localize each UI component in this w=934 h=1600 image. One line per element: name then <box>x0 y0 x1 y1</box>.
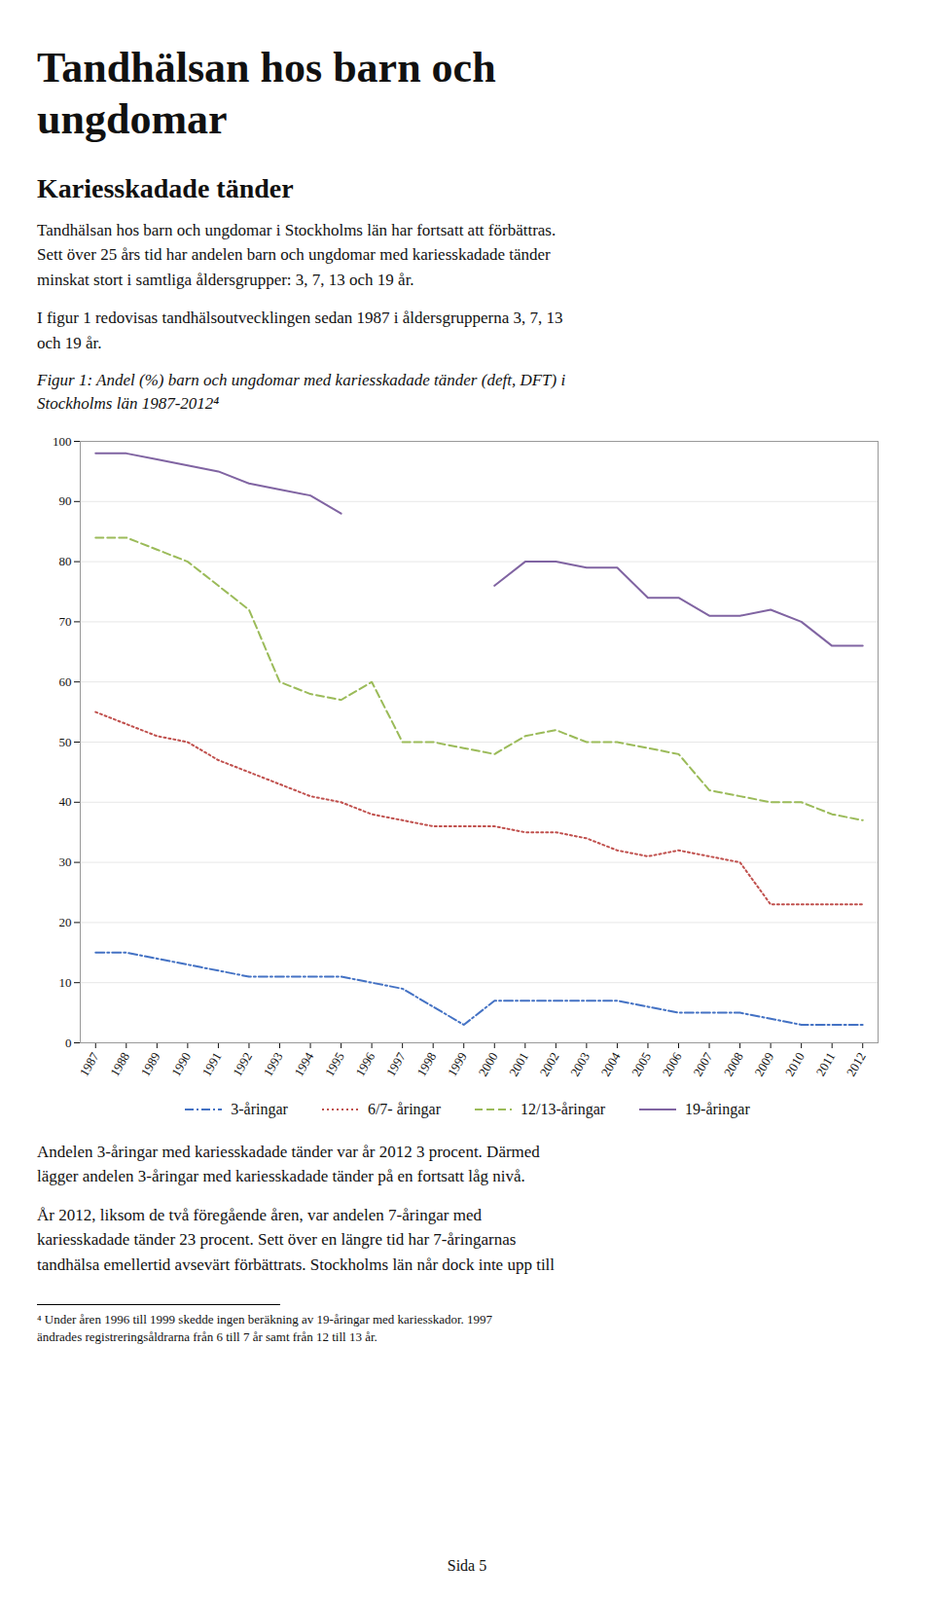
svg-text:1995: 1995 <box>322 1048 348 1078</box>
svg-text:1993: 1993 <box>260 1048 287 1078</box>
svg-text:0: 0 <box>65 1034 72 1049</box>
svg-text:2012: 2012 <box>843 1048 869 1078</box>
svg-text:2008: 2008 <box>720 1048 747 1078</box>
svg-text:1999: 1999 <box>444 1048 470 1078</box>
svg-text:40: 40 <box>59 793 72 809</box>
svg-text:1992: 1992 <box>229 1048 255 1078</box>
svg-text:50: 50 <box>59 733 72 749</box>
html-text:6/7- åringar: 6/7- åringar <box>367 1100 441 1117</box>
html-text:I figur 1 redovisas tandhälsou: I figur 1 redovisas tandhälsoutvecklinge… <box>36 308 563 352</box>
html-text:⁴ Under åren 1996 till 1999 sk: ⁴ Under åren 1996 till 1999 skedde ingen… <box>36 1311 493 1344</box>
html-text:3-åringar: 3-åringar <box>230 1100 288 1117</box>
svg-text:1996: 1996 <box>352 1048 378 1078</box>
svg-text:2000: 2000 <box>474 1048 501 1078</box>
svg-text:1997: 1997 <box>383 1048 409 1078</box>
html-text:12/13-åringar: 12/13-åringar <box>520 1100 606 1117</box>
html-text:Figur 1: Andel (%) barn och un: Figur 1: Andel (%) barn och ungdomar med… <box>36 370 566 413</box>
svg-text:90: 90 <box>59 493 72 508</box>
svg-text:20: 20 <box>59 914 72 930</box>
html-text:Kariesskadade tänder: Kariesskadade tänder <box>36 172 294 203</box>
html-text:Sida 5: Sida 5 <box>447 1556 487 1574</box>
html-text:År 2012, liksom de två föregåe: År 2012, liksom de två föregående åren, … <box>36 1205 555 1274</box>
svg-text:60: 60 <box>59 674 72 689</box>
svg-text:2009: 2009 <box>751 1048 777 1078</box>
svg-text:2002: 2002 <box>537 1048 563 1078</box>
html-text:Andelen 3-åringar med kariessk: Andelen 3-åringar med kariesskadade tänd… <box>36 1141 540 1186</box>
svg-text:70: 70 <box>59 613 72 629</box>
svg-text:100: 100 <box>52 432 72 448</box>
svg-text:1998: 1998 <box>413 1048 439 1078</box>
svg-text:2006: 2006 <box>659 1048 685 1078</box>
svg-text:2005: 2005 <box>628 1048 654 1078</box>
svg-text:2004: 2004 <box>598 1048 624 1078</box>
svg-text:30: 30 <box>59 854 72 869</box>
svg-text:1990: 1990 <box>168 1048 194 1078</box>
svg-text:80: 80 <box>59 553 72 569</box>
svg-text:1988: 1988 <box>107 1048 133 1078</box>
svg-text:2011: 2011 <box>813 1048 839 1078</box>
svg-text:1989: 1989 <box>138 1048 164 1078</box>
svg-text:2001: 2001 <box>505 1048 532 1078</box>
html-text:Tandhälsan hos barn och ungdom: Tandhälsan hos barn och ungdomar i Stock… <box>36 220 556 289</box>
svg-text:1991: 1991 <box>199 1048 225 1078</box>
svg-text:1994: 1994 <box>290 1048 317 1078</box>
svg-text:10: 10 <box>59 974 72 990</box>
svg-text:2007: 2007 <box>689 1048 716 1078</box>
svg-text:2010: 2010 <box>782 1048 808 1078</box>
svg-text:1987: 1987 <box>75 1048 102 1078</box>
html-text:Tandhälsan hos barn och ungdom: Tandhälsan hos barn och ungdomar <box>36 43 496 143</box>
html-text:19-åringar: 19-åringar <box>685 1100 750 1117</box>
svg-text:2003: 2003 <box>567 1048 593 1078</box>
